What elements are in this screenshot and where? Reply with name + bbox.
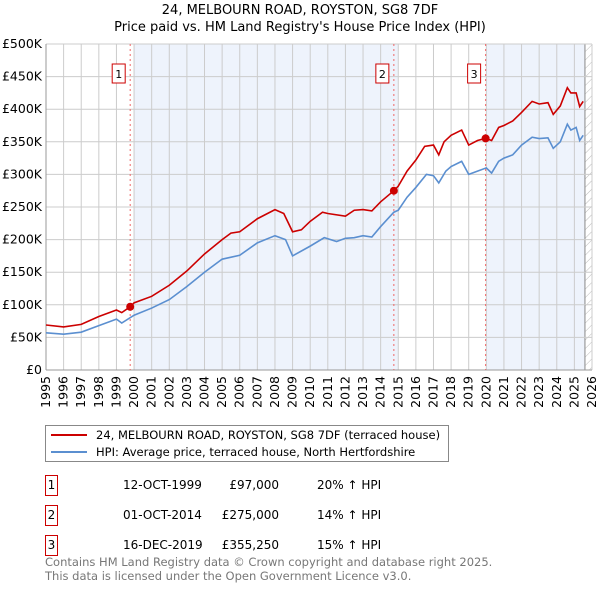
chart-subtitle: Price paid vs. HM Land Registry's House …: [114, 20, 486, 35]
y-tick-label: £500K: [2, 36, 43, 51]
y-tick-label: £50K: [10, 329, 43, 344]
sale-point: [481, 134, 490, 143]
x-tick-label: 2005: [214, 376, 229, 408]
x-tick-label: 2016: [408, 376, 423, 408]
legend-item-hpi: HPI: Average price, terraced house, Nort…: [46, 443, 440, 460]
sale-hpi: 14% ↑ HPI: [317, 508, 382, 522]
sale-marker-label: 3: [471, 68, 478, 81]
y-tick-label: £450K: [2, 69, 43, 84]
x-tick-label: 2017: [425, 376, 440, 408]
sale-badge: 1: [45, 475, 58, 496]
sale-price: £275,000: [221, 508, 279, 522]
x-tick-label: 2010: [302, 376, 317, 408]
legend-label: 24, MELBOURN ROAD, ROYSTON, SG8 7DF (ter…: [96, 427, 441, 442]
sale-date: 12-OCT-1999: [123, 478, 202, 492]
x-tick-label: 2024: [549, 376, 564, 408]
sale-hpi: 20% ↑ HPI: [317, 478, 382, 492]
legend-item-property: 24, MELBOURN ROAD, ROYSTON, SG8 7DF (ter…: [46, 426, 440, 443]
x-tick-label: 2011: [320, 376, 335, 408]
sale-date: 01-OCT-2014: [123, 508, 202, 522]
x-tick-label: 2013: [355, 376, 370, 408]
x-tick-label: 2022: [514, 376, 529, 408]
sale-badge: 3: [45, 535, 58, 556]
x-tick-label: 1998: [91, 376, 106, 408]
sale-row: 3 16-DEC-2019 £355,250 15% ↑ HPI: [45, 535, 445, 556]
x-tick-label: 2015: [390, 376, 405, 408]
y-tick-label: £400K: [2, 101, 43, 116]
property-price-line: [45, 85, 584, 328]
footer: Contains HM Land Registry data © Crown c…: [45, 555, 492, 583]
x-tick-label: 2025: [566, 376, 581, 408]
x-tick-label: 2008: [267, 376, 282, 408]
x-tick-label: 2004: [197, 376, 212, 408]
legend: 24, MELBOURN ROAD, ROYSTON, SG8 7DF (ter…: [45, 425, 450, 462]
y-tick-label: £100K: [2, 297, 43, 312]
sale-badge: 2: [45, 505, 58, 526]
chart-title: 24, MELBOURN ROAD, ROYSTON, SG8 7DF: [162, 3, 438, 18]
x-tick-label: 2020: [478, 376, 493, 408]
y-tick-label: £0: [26, 362, 42, 377]
x-tick-label: 2003: [179, 376, 194, 408]
legend-label: HPI: Average price, terraced house, Nort…: [96, 444, 416, 459]
x-tick-label: 2012: [337, 376, 352, 408]
price-chart: 24, MELBOURN ROAD, ROYSTON, SG8 7DF Pric…: [2, 3, 599, 408]
sale-marker-box: [467, 63, 482, 84]
x-tick-label: 2002: [161, 376, 176, 408]
x-tick-label: 2007: [249, 376, 264, 408]
x-tick-label: 1997: [73, 376, 88, 408]
y-tick-label: £150K: [2, 264, 43, 279]
footer-line: This data is licensed under the Open Gov…: [45, 569, 412, 583]
x-tick-label: 1999: [108, 376, 123, 408]
sale-price: £355,250: [221, 538, 279, 552]
sale-marker-label: 2: [379, 68, 386, 81]
sale-date: 16-DEC-2019: [123, 538, 203, 552]
sale-marker-box: [375, 63, 390, 84]
sale-point: [126, 302, 135, 311]
hpi-line: [45, 122, 584, 335]
x-tick-label: 1996: [56, 376, 71, 408]
sale-price: £97,000: [229, 478, 279, 492]
x-tick-label: 2006: [232, 376, 247, 408]
sale-row: 2 01-OCT-2014 £275,000 14% ↑ HPI: [45, 505, 445, 526]
sale-marker-label: 1: [115, 68, 122, 81]
red-line-swatch: [51, 433, 87, 436]
footer-line: Contains HM Land Registry data © Crown c…: [45, 555, 493, 569]
x-tick-label: 2001: [144, 376, 159, 408]
x-tick-label: 2014: [373, 376, 388, 408]
sale-point: [389, 186, 398, 195]
x-tick-label: 2023: [531, 376, 546, 408]
x-tick-label: 2000: [126, 376, 141, 408]
y-tick-label: £250K: [2, 199, 43, 214]
x-tick-label: 2026: [584, 376, 599, 408]
y-tick-label: £350K: [2, 134, 43, 149]
x-tick-label: 1995: [38, 376, 53, 408]
x-tick-label: 2021: [496, 376, 511, 408]
sale-row: 1 12-OCT-1999 £97,000 20% ↑ HPI: [45, 475, 445, 496]
x-tick-label: 2009: [285, 376, 300, 408]
y-tick-label: £300K: [2, 166, 43, 181]
y-tick-label: £200K: [2, 232, 43, 247]
sale-marker-box: [111, 63, 126, 84]
blue-line-swatch: [51, 450, 87, 453]
sale-hpi: 15% ↑ HPI: [317, 538, 382, 552]
x-tick-label: 2019: [461, 376, 476, 408]
x-tick-label: 2018: [443, 376, 458, 408]
